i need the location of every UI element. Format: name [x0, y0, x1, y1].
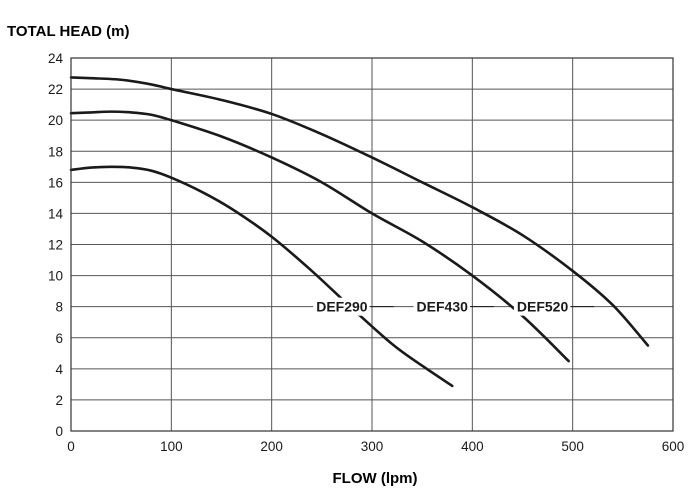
series-label-background [413, 297, 471, 316]
y-tick-label: 20 [48, 113, 63, 128]
series-label-group-def430: DEF430 [413, 297, 494, 316]
series-line-def290 [69, 165, 454, 388]
grid-lines [70, 57, 674, 432]
series-label-def520: DEF520 [517, 299, 569, 315]
plot-frame [70, 57, 674, 432]
y-tick-label: 22 [48, 82, 63, 97]
x-tick-label: 0 [67, 439, 75, 454]
y-tick-label: 18 [48, 144, 63, 159]
x-tick-label: 100 [160, 439, 183, 454]
x-tick-label: 300 [361, 439, 384, 454]
y-tick-label: 6 [55, 331, 63, 346]
y-tick-label: 0 [55, 424, 63, 439]
y-axis-title: TOTAL HEAD (m) [7, 23, 130, 40]
y-tick-label: 10 [48, 269, 63, 284]
y-tick-label: 4 [55, 362, 63, 377]
series-curves [69, 76, 650, 388]
x-tick-label: 500 [561, 439, 584, 454]
series-label-group-def520: DEF520 [513, 297, 595, 316]
y-tick-label: 2 [55, 393, 63, 408]
x-tick-label: 400 [461, 439, 484, 454]
y-tick-label: 16 [48, 175, 63, 190]
series-line-def430 [69, 110, 570, 363]
series-label-background [513, 297, 572, 316]
y-tick-label: 14 [48, 206, 64, 221]
series-label-group-def290: DEF290 [313, 297, 394, 316]
series-labels: DEF290 DEF430 DEF520 [313, 297, 595, 316]
x-tick-label: 200 [260, 439, 283, 454]
series-label-def290: DEF290 [316, 299, 368, 315]
y-tick-label: 8 [55, 300, 63, 315]
x-axis-title: FLOW (lpm) [333, 470, 418, 487]
series-line-def520 [69, 76, 650, 347]
x-tick-label: 600 [662, 439, 685, 454]
series-label-background [313, 297, 371, 316]
y-tick-label: 24 [48, 51, 64, 66]
series-label-def430: DEF430 [417, 299, 469, 315]
y-tick-label: 12 [48, 238, 63, 253]
